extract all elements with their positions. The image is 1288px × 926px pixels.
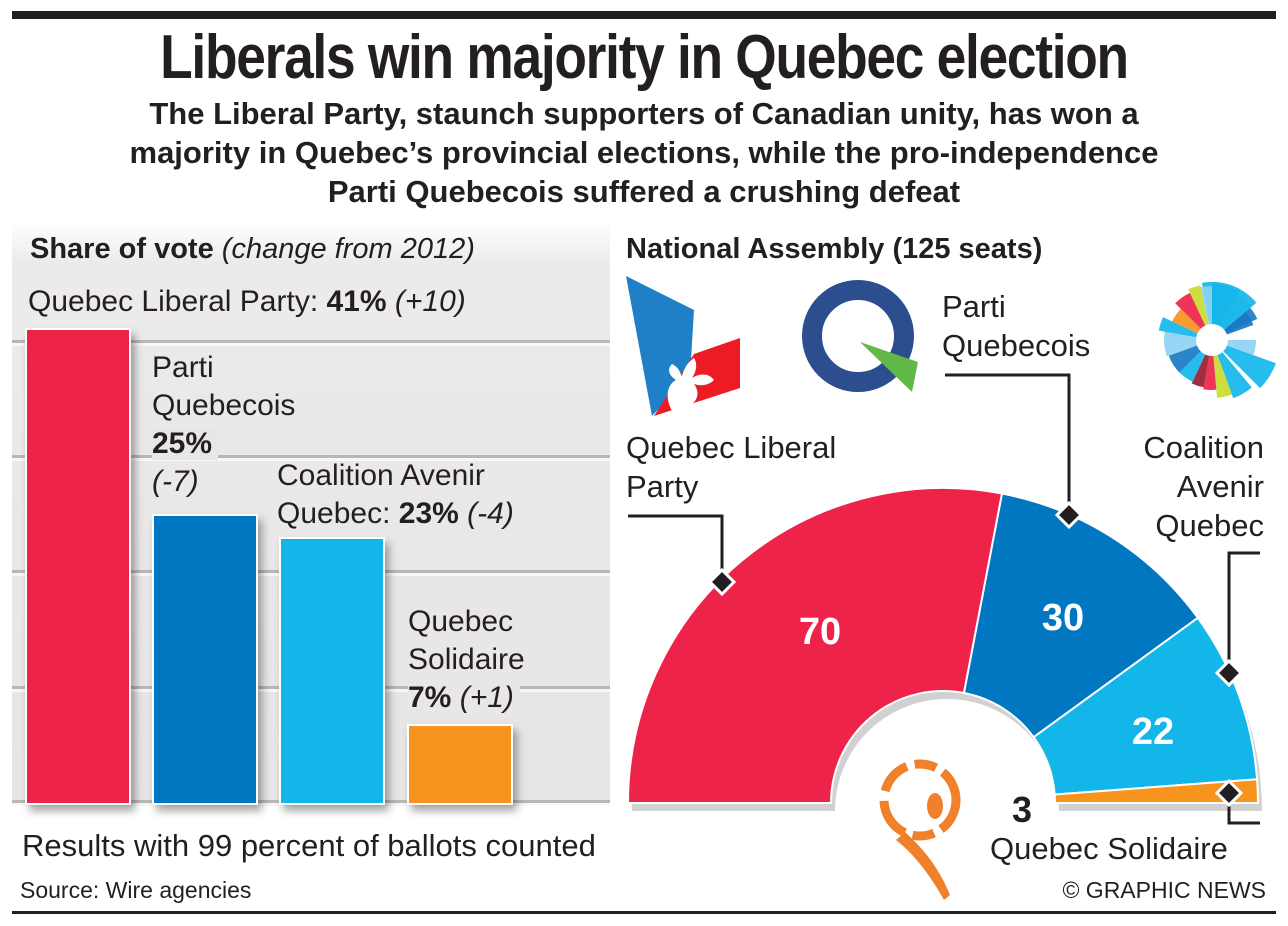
vote-share-title-italic: (change from 2012) xyxy=(221,233,475,265)
vote-share-title-bold: Share of vote xyxy=(30,233,214,265)
subtitle-line: Parti Quebecois suffered a crushing defe… xyxy=(327,174,961,209)
fleur-de-lis-shape xyxy=(667,358,714,411)
logo-wedge xyxy=(1223,345,1276,389)
seat-label-line: Parti xyxy=(942,289,1006,324)
bar-label-value: 23% xyxy=(398,497,459,530)
seat-count-label: 30 xyxy=(1042,597,1084,639)
subtitle-line: majority in Quebec’s provincial election… xyxy=(129,135,1159,170)
seat-label-line: Quebecois xyxy=(942,328,1091,363)
top-rule xyxy=(12,11,1276,19)
logo-wedge xyxy=(1179,351,1206,382)
bar-label-value: 25% xyxy=(152,427,219,460)
bar-parti-quebecois xyxy=(152,514,258,805)
leader-marker xyxy=(707,567,737,597)
seats-title: National Assembly (125 seats) xyxy=(626,233,1043,265)
bar-label-name: Quebec Liberal Party: xyxy=(28,285,319,318)
logo-wedge xyxy=(1224,307,1258,334)
leader-line xyxy=(1227,551,1260,673)
bar-label-qlp: Quebec Liberal Party: 41% (+10) xyxy=(28,283,466,321)
leader-marker xyxy=(1214,658,1244,688)
logo-wedge xyxy=(1213,355,1232,398)
seat-label-pq: Parti Quebecois xyxy=(942,287,1090,365)
seat-label-line: Quebec Liberal xyxy=(626,430,837,465)
bar-label-qs: Quebec Solidaire 7% (+1) xyxy=(408,603,525,717)
logo-wedge xyxy=(1212,284,1240,327)
bar-label-pq: Parti Quebecois 25% (-7) xyxy=(152,349,295,501)
quebec-solidaire-logo-icon xyxy=(879,759,961,900)
seat-label-caq: Coalition Avenir Quebec xyxy=(1143,428,1264,545)
source-text: Source: Wire agencies xyxy=(20,877,252,903)
bar-quebec-solidaire xyxy=(407,723,513,805)
bottom-rule xyxy=(12,911,1276,914)
subtitle-line: The Liberal Party, staunch supporters of… xyxy=(149,96,1139,131)
logo-wedge xyxy=(1175,292,1206,329)
seat-count-label: 3 xyxy=(1012,789,1032,830)
bar-label-change: (-7) xyxy=(152,465,199,498)
bar-quebec-liberal-party xyxy=(25,328,131,805)
logo-q-tail xyxy=(860,342,918,392)
seat-label-qlp: Quebec Liberal Party xyxy=(626,428,836,506)
bar-label-name: Coalition Avenir xyxy=(277,459,485,492)
coalition-avenir-logo-icon xyxy=(1158,282,1276,399)
bar-label-name: Quebec: xyxy=(277,497,391,530)
logo-wedge xyxy=(1168,345,1201,373)
results-note: Results with 99 percent of ballots count… xyxy=(22,828,596,863)
logo-wedge xyxy=(1191,354,1210,388)
bar-label-change: (-4) xyxy=(467,497,514,530)
subtitle: The Liberal Party, staunch supporters of… xyxy=(20,94,1268,211)
seat-label-line: Party xyxy=(626,469,699,504)
logo-q-ring xyxy=(802,280,914,392)
seat-label-line: Coalition xyxy=(1143,430,1264,465)
gridline xyxy=(12,340,610,346)
headline: Liberals win majority in Quebec election xyxy=(160,23,1129,92)
credit-text: © GRAPHIC NEWS xyxy=(1062,877,1266,903)
logo-wedge xyxy=(1158,317,1198,338)
bar-label-name: Quebecois xyxy=(152,389,296,422)
quebec-liberal-logo-icon xyxy=(626,276,740,416)
bar-label-change: (+1) xyxy=(459,681,514,714)
leader-line xyxy=(628,514,724,582)
bar-label-name: Solidaire xyxy=(408,643,525,676)
logo-wedge xyxy=(1220,289,1257,330)
bar-label-change: (+10) xyxy=(394,285,466,318)
logo-wedge xyxy=(1164,331,1197,357)
bar-label-name: Parti xyxy=(152,351,214,384)
seat-label-qs: Quebec Solidaire xyxy=(990,831,1228,866)
logo-wedge xyxy=(1217,352,1252,399)
logo-wedge xyxy=(1227,340,1256,356)
seat-count-label: 70 xyxy=(799,611,841,653)
logo-wedge xyxy=(1200,286,1212,325)
seat-segment-quebec-liberal-party xyxy=(626,487,1004,804)
seat-label-line: Quebec xyxy=(1155,508,1264,543)
bar-label-caq: Coalition Avenir Quebec: 23% (-4) xyxy=(277,457,514,533)
logo-wedge xyxy=(1188,285,1209,326)
vote-share-title: Share of vote (change from 2012) xyxy=(30,232,475,266)
seat-segment-quebec-solidaire xyxy=(1053,778,1260,804)
leader-marker xyxy=(1214,778,1244,808)
gridline xyxy=(12,455,610,461)
bar-label-value: 7% xyxy=(408,681,452,714)
seat-count-label: 22 xyxy=(1132,711,1174,753)
bar-coalition-avenir-quebec xyxy=(279,537,385,805)
seat-label-line: Avenir xyxy=(1176,469,1264,504)
leader-line xyxy=(945,373,1071,515)
logo-wedge xyxy=(1203,355,1217,390)
logo-wedge xyxy=(1172,308,1201,334)
parti-quebecois-logo-icon xyxy=(802,280,918,392)
bar-label-name: Quebec xyxy=(408,605,514,638)
leader-marker xyxy=(1054,500,1084,530)
bar-label-value: 41% xyxy=(326,285,387,318)
